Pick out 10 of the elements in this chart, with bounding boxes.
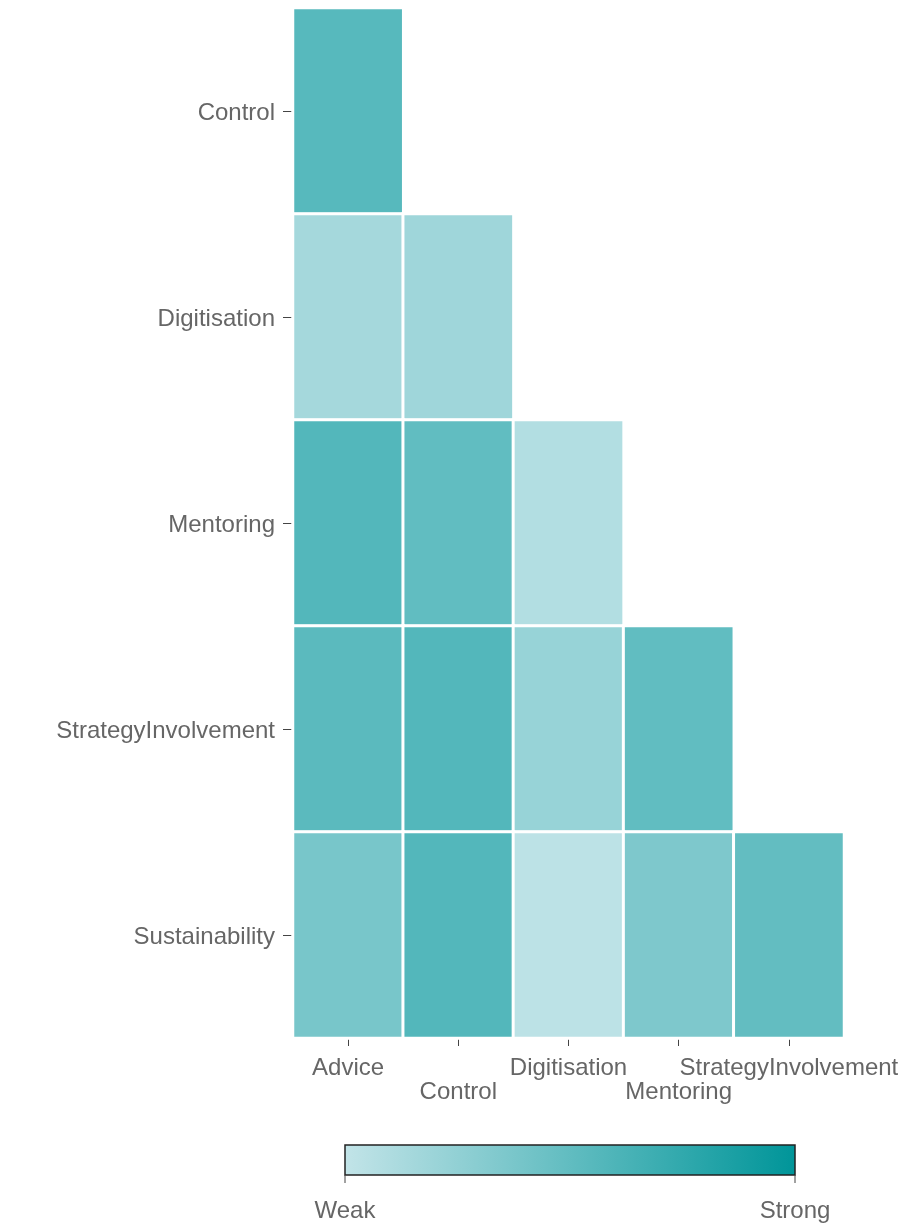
x-tick-label: Advice [312, 1052, 385, 1080]
y-tick-label: StrategyInvolvement [56, 715, 276, 743]
y-tick-label: Sustainability [133, 921, 275, 949]
y-tick-label: Control [197, 97, 275, 125]
x-tick-label: StrategyInvolvement [679, 1052, 899, 1080]
y-tick-label: Digitisation [157, 303, 275, 331]
y-tick-label: Mentoring [168, 509, 275, 537]
color-bar-label: Strong [759, 1195, 831, 1223]
color-bar-label: Weak [314, 1195, 377, 1223]
x-tick-label: Digitisation [509, 1052, 628, 1080]
